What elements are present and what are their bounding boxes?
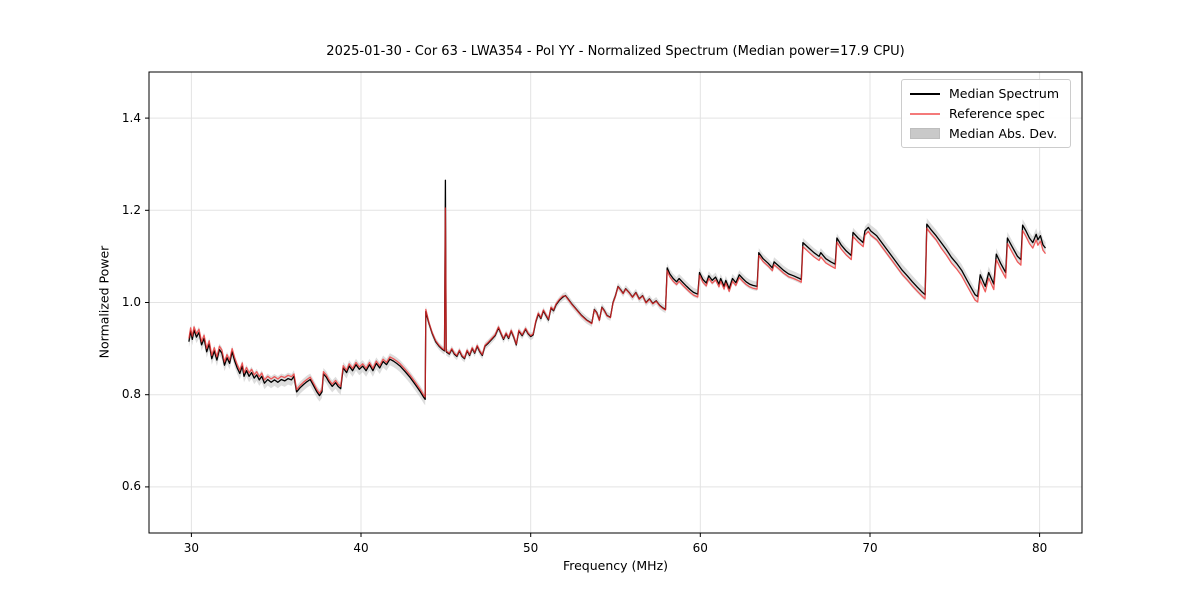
y-tick-label: 1.2 <box>121 202 141 217</box>
reference-spec-line <box>188 207 1047 398</box>
mad-band-sample <box>910 127 940 139</box>
x-tick-label: 30 <box>183 541 200 555</box>
legend-label: Median Spectrum <box>949 86 1060 102</box>
x-tick-label: 60 <box>692 541 708 555</box>
legend-label: Reference spec <box>949 106 1045 121</box>
x-tick-label: 70 <box>862 541 878 555</box>
y-tick-label: 0.6 <box>121 479 141 494</box>
x-tick-label: 50 <box>523 541 539 555</box>
legend: Median Spectrum Reference spec Median Ab… <box>901 79 1071 148</box>
y-tick-label: 1.0 <box>121 295 141 309</box>
x-tick-label: 80 <box>1031 541 1048 555</box>
x-tick-label: 40 <box>353 541 369 555</box>
legend-item-median-spectrum: Median Spectrum <box>910 84 1062 104</box>
legend-label: Median Abs. Dev. <box>949 125 1058 141</box>
x-axis-label: Frequency (MHz) <box>562 558 669 573</box>
legend-item-reference-spec: Reference spec <box>910 104 1062 124</box>
legend-item-median-abs-dev: Median Abs. Dev. <box>910 123 1062 143</box>
reference-line-sample <box>910 112 940 115</box>
median-line-sample <box>910 92 940 95</box>
y-tick-label: 0.8 <box>121 387 141 402</box>
y-tick-label: 1.4 <box>121 110 141 125</box>
chart-title: 2025-01-30 - Cor 63 - LWA354 - Pol YY - … <box>326 44 905 59</box>
